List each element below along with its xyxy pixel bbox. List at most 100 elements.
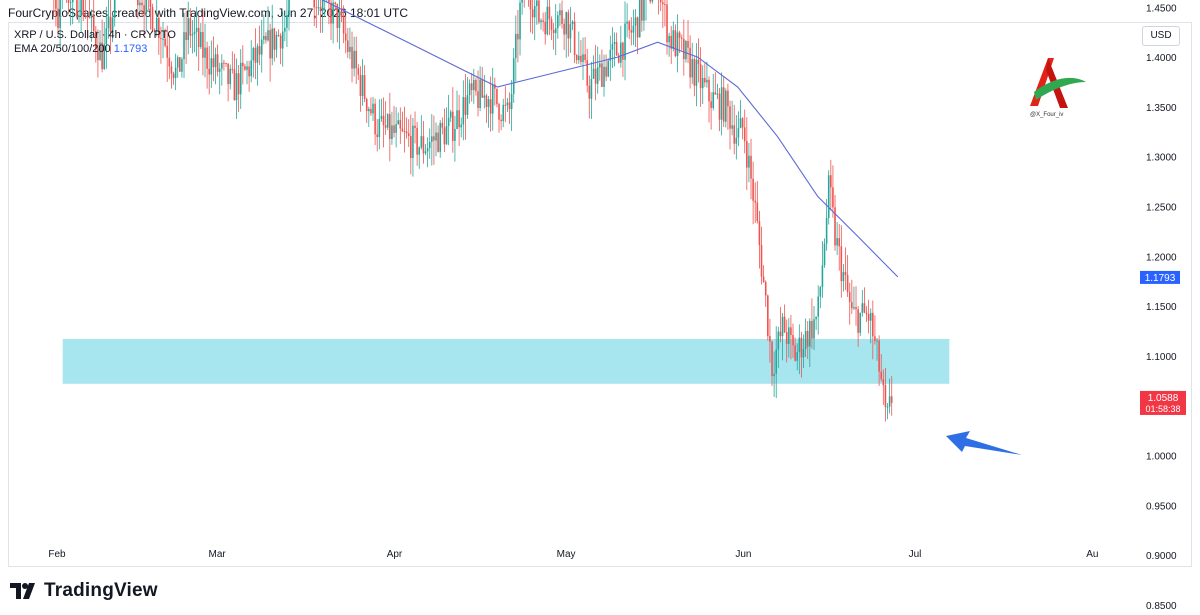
candle bbox=[275, 31, 278, 58]
candle bbox=[741, 117, 744, 140]
candle bbox=[890, 376, 893, 416]
candle bbox=[271, 4, 274, 66]
candle bbox=[815, 316, 817, 331]
candle bbox=[886, 403, 889, 420]
candle bbox=[573, 12, 576, 64]
candle bbox=[691, 42, 694, 84]
y-tick-label: 1.2500 bbox=[1146, 203, 1177, 214]
candle bbox=[355, 36, 358, 85]
candle bbox=[410, 114, 412, 175]
candle bbox=[491, 67, 494, 131]
candle bbox=[319, 0, 322, 33]
candle bbox=[71, 0, 74, 25]
candle bbox=[857, 305, 859, 347]
candle bbox=[704, 63, 706, 87]
candle bbox=[344, 14, 347, 54]
candle bbox=[620, 25, 622, 68]
candle bbox=[716, 83, 719, 100]
candle bbox=[848, 282, 851, 325]
candle bbox=[414, 111, 416, 144]
candle bbox=[242, 45, 244, 85]
candle bbox=[235, 58, 238, 119]
candle bbox=[204, 23, 206, 78]
candle bbox=[195, 6, 198, 57]
countdown-text: 01:58:38 bbox=[1145, 404, 1180, 414]
candle bbox=[137, 0, 139, 19]
candle bbox=[607, 58, 610, 78]
candle bbox=[269, 23, 271, 82]
ema-line[interactable] bbox=[17, 0, 899, 278]
candle bbox=[567, 9, 570, 57]
candle bbox=[586, 48, 589, 93]
candle bbox=[67, 0, 70, 14]
candle bbox=[239, 49, 242, 109]
y-tick-label: 1.4000 bbox=[1146, 53, 1177, 64]
ema-legend-label: EMA 20/50/100/200 bbox=[14, 43, 111, 55]
candle bbox=[827, 170, 830, 225]
candle bbox=[685, 40, 687, 63]
candle bbox=[426, 137, 429, 168]
candle bbox=[349, 27, 351, 60]
candle bbox=[88, 0, 91, 19]
candle bbox=[437, 125, 439, 153]
candle bbox=[281, 11, 284, 67]
candle bbox=[386, 113, 389, 131]
x-tick-label: Jul bbox=[909, 549, 922, 560]
candle bbox=[813, 305, 815, 351]
candle bbox=[267, 6, 269, 42]
tradingview-logo[interactable]: TradingView bbox=[10, 580, 158, 602]
candle bbox=[580, 40, 582, 66]
candle bbox=[658, 0, 660, 15]
candle bbox=[477, 70, 479, 117]
candle bbox=[670, 26, 673, 64]
candle bbox=[342, 5, 345, 44]
candle bbox=[420, 115, 423, 150]
candle bbox=[575, 54, 578, 64]
candle bbox=[718, 88, 721, 132]
candle bbox=[189, 8, 192, 48]
candle bbox=[399, 107, 402, 144]
candle bbox=[288, 0, 290, 31]
candle bbox=[78, 0, 80, 23]
candle bbox=[321, 0, 324, 33]
candle bbox=[206, 41, 208, 89]
support-zone[interactable] bbox=[62, 338, 950, 384]
candle bbox=[819, 285, 822, 309]
candle bbox=[550, 16, 553, 41]
candle bbox=[252, 46, 255, 78]
candle bbox=[538, 0, 540, 25]
candle bbox=[433, 115, 435, 165]
candle bbox=[565, 11, 568, 58]
candle bbox=[353, 36, 355, 77]
candle bbox=[372, 96, 374, 122]
ema-legend[interactable]: EMA 20/50/100/200 1.1793 bbox=[14, 43, 147, 55]
candle bbox=[428, 128, 431, 159]
candle bbox=[90, 9, 93, 42]
y-tick-label: 1.1000 bbox=[1146, 352, 1177, 363]
currency-selector[interactable]: USD bbox=[1142, 26, 1180, 46]
candle bbox=[237, 64, 240, 113]
candle bbox=[265, 32, 267, 44]
candle bbox=[809, 318, 811, 368]
candle bbox=[725, 88, 727, 128]
candle bbox=[458, 94, 460, 146]
candle bbox=[578, 31, 580, 64]
candle bbox=[147, 0, 149, 10]
candle bbox=[888, 378, 891, 414]
candle bbox=[794, 337, 796, 362]
candle bbox=[599, 54, 601, 81]
candle bbox=[176, 55, 179, 78]
candle bbox=[714, 72, 717, 95]
symbol-title[interactable]: XRP / U.S. Dollar · 4h · CRYPTO bbox=[14, 29, 176, 41]
candle bbox=[590, 61, 593, 119]
candle bbox=[336, 3, 339, 43]
candle bbox=[153, 28, 156, 32]
candle bbox=[651, 0, 654, 4]
candle bbox=[254, 28, 257, 80]
candle bbox=[594, 44, 597, 101]
candle bbox=[536, 0, 538, 25]
candle bbox=[378, 99, 381, 150]
candle bbox=[361, 59, 364, 106]
candle bbox=[790, 314, 792, 360]
